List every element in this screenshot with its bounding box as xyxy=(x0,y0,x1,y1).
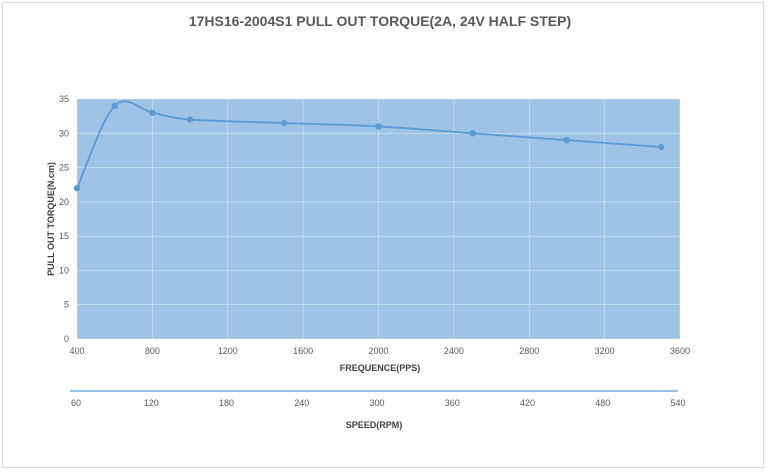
data-point xyxy=(73,184,81,192)
x-axis-label: FREQUENCE(PPS) xyxy=(340,363,421,373)
x-axis-ticks: 400 800 1200 1600 2000 2400 2800 3200 3600 xyxy=(69,346,690,356)
y-tick-label: 30 xyxy=(59,128,69,138)
secondary-tick-label: 240 xyxy=(294,398,309,408)
y-tick-label: 10 xyxy=(59,265,69,275)
secondary-axis-ticks: 60 120 180 240 300 360 420 480 540 xyxy=(71,398,686,408)
secondary-tick-label: 300 xyxy=(369,398,384,408)
x-tick-label: 1600 xyxy=(293,346,313,356)
secondary-tick-label: 60 xyxy=(71,398,81,408)
y-tick-label: 25 xyxy=(59,163,69,173)
data-point xyxy=(281,119,288,127)
secondary-tick-label: 540 xyxy=(670,398,685,408)
y-tick-label: 15 xyxy=(59,231,69,241)
secondary-tick-label: 480 xyxy=(595,398,610,408)
x-tick-label: 800 xyxy=(145,346,160,356)
y-tick-label: 20 xyxy=(59,197,69,207)
y-tick-label: 0 xyxy=(64,334,69,344)
data-point xyxy=(563,136,571,144)
x-tick-label: 2800 xyxy=(519,346,539,356)
secondary-tick-label: 120 xyxy=(144,398,159,408)
data-point xyxy=(375,123,382,130)
data-point xyxy=(469,130,476,137)
secondary-tick-label: 420 xyxy=(520,398,535,408)
data-point xyxy=(149,109,156,116)
data-point xyxy=(657,143,665,151)
y-axis-ticks: 0 5 10 15 20 25 30 35 xyxy=(59,94,69,344)
x-tick-label: 1200 xyxy=(218,346,238,356)
x-tick-label: 3200 xyxy=(595,346,615,356)
secondary-tick-label: 180 xyxy=(219,398,234,408)
secondary-axis-label: SPEED(RPM) xyxy=(346,420,403,430)
x-gridlines xyxy=(76,99,681,339)
x-tick-label: 2000 xyxy=(368,346,388,356)
secondary-tick-label: 360 xyxy=(445,398,460,408)
series-line xyxy=(76,100,662,189)
x-tick-label: 400 xyxy=(69,346,84,356)
y-tick-label: 5 xyxy=(64,300,69,310)
data-point xyxy=(186,116,194,123)
data-point xyxy=(111,102,118,110)
y-tick-label: 35 xyxy=(59,94,69,104)
chart-title: 17HS16-2004S1 PULL OUT TORQUE(2A, 24V HA… xyxy=(189,13,571,29)
x-tick-label: 3600 xyxy=(670,346,690,356)
series-layer xyxy=(73,100,665,192)
x-tick-label: 2400 xyxy=(444,346,464,356)
y-axis-label: PULL OUT TORQUE(N.cm) xyxy=(46,162,56,276)
